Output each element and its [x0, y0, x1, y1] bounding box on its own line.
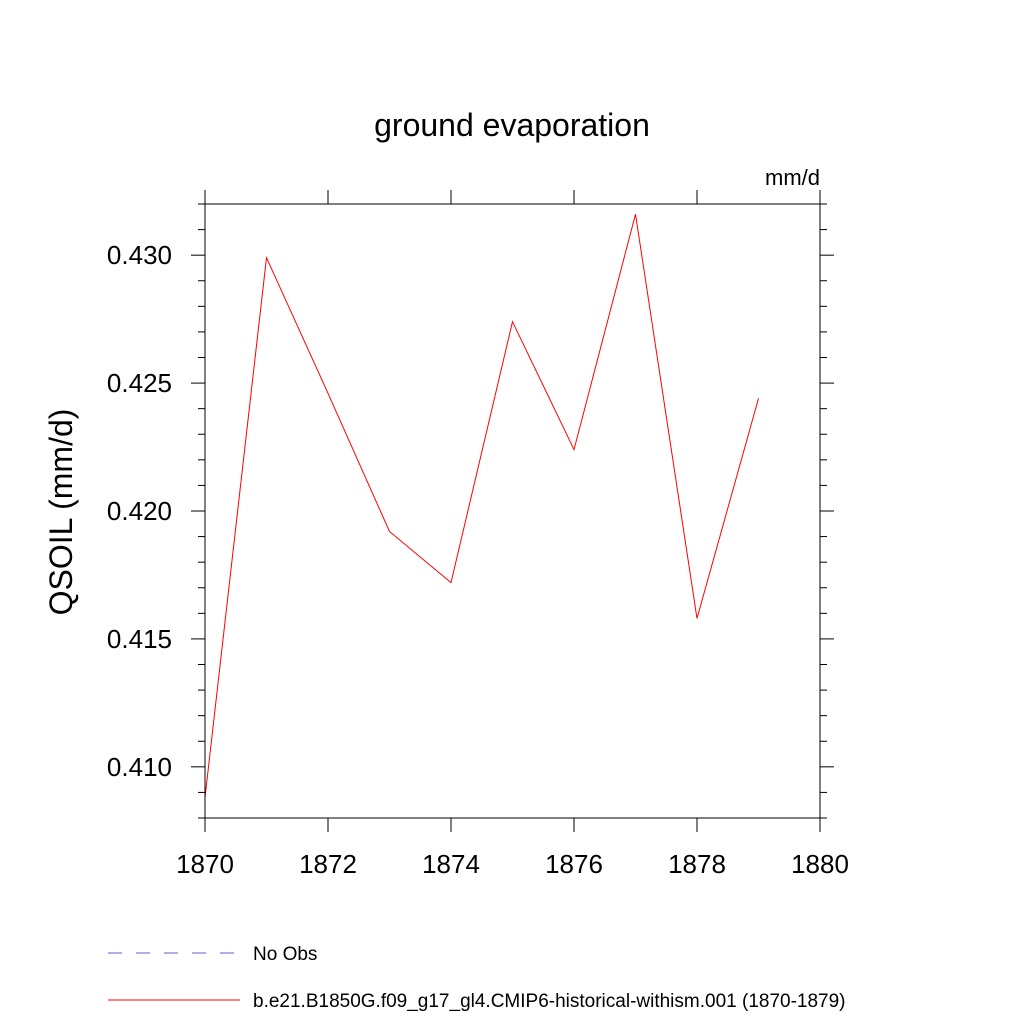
x-tick-label: 1872 [299, 849, 357, 879]
plot-frame [204, 203, 821, 819]
y-tick-label: 0.425 [107, 368, 172, 398]
x-tick-label: 1874 [422, 849, 480, 879]
series-line-0 [204, 214, 759, 798]
units-label: mm/d [765, 165, 820, 190]
legend-label-model-run: b.e21.B1850G.f09_g17_gl4.CMIP6-historica… [253, 991, 846, 1012]
tick-labels: 1870 1872 1874 1876 1878 1880 0.410 0.415 0.420 0… [107, 240, 849, 879]
axis-ticks [191, 190, 834, 832]
series-layer [204, 214, 759, 798]
y-axis-label: QSOIL (mm/d) [43, 409, 79, 616]
legend: No Obs b.e21.B1850G.f09_g17_gl4.CMIP6-hi… [108, 944, 846, 1012]
x-tick-label: 1876 [545, 849, 603, 879]
chart-title: ground evaporation [374, 107, 650, 143]
x-tick-label: 1880 [791, 849, 849, 879]
y-tick-label: 0.410 [107, 752, 172, 782]
y-tick-label: 0.415 [107, 624, 172, 654]
legend-label-no-obs: No Obs [253, 944, 317, 965]
x-tick-label: 1878 [668, 849, 726, 879]
y-tick-label: 0.420 [107, 496, 172, 526]
x-tick-label: 1870 [176, 849, 234, 879]
y-tick-label: 0.430 [107, 240, 172, 270]
